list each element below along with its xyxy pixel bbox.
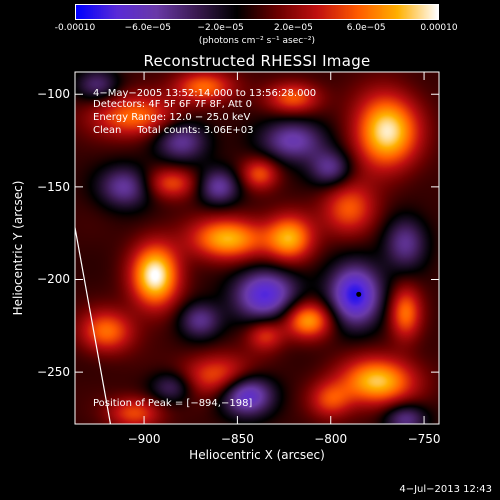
x-tick-label: −800 [314,432,348,446]
annotation-clean-counts: Clean Total counts: 3.06E+03 [93,125,254,136]
plot-frame [74,71,440,425]
x-tick-label: −900 [127,432,161,446]
footer-timestamp: 4−Jul−2013 12:43 [399,484,492,495]
colorbar [75,4,439,20]
y-tick-label: −150 [37,179,70,194]
x-tick-label: −850 [220,432,254,446]
peak-position-label: Position of Peak = [−894,−198] [93,398,253,409]
colorbar-tick: -0.00010 [54,23,96,33]
x-tick-label: −750 [407,432,441,446]
y-axis-label: Heliocentric Y (arcsec) [11,180,25,316]
solar-limb-line [74,227,112,425]
y-tick-label: −100 [37,87,70,102]
annotation-time-range: 4−May−2005 13:52:14.000 to 13:56:28.000 [93,88,317,99]
annotation-detectors: Detectors: 4F 5F 6F 7F 8F, Att 0 [93,99,253,110]
x-axis-label: Heliocentric X (arcsec) [189,448,325,462]
y-tick-label: −200 [37,272,70,287]
y-tick-label: −250 [37,365,70,380]
colorbar-units: (photons cm⁻² s⁻¹ asec⁻²) [198,36,316,46]
marker-point [356,291,362,297]
colorbar-tick: −2.0e−05 [197,23,244,33]
colorbar-tick: 0.00010 [420,23,458,33]
colorbar-tick: 6.0e−05 [346,23,386,33]
colorbar-tick: −6.0e−05 [124,23,171,33]
heatmap-image [75,72,439,424]
annotation-energy-range: Energy Range: 12.0 − 25.0 keV [93,112,251,123]
colorbar-tick: 2.0e−05 [273,23,313,33]
chart-title: Reconstructed RHESSI Image [143,52,371,70]
